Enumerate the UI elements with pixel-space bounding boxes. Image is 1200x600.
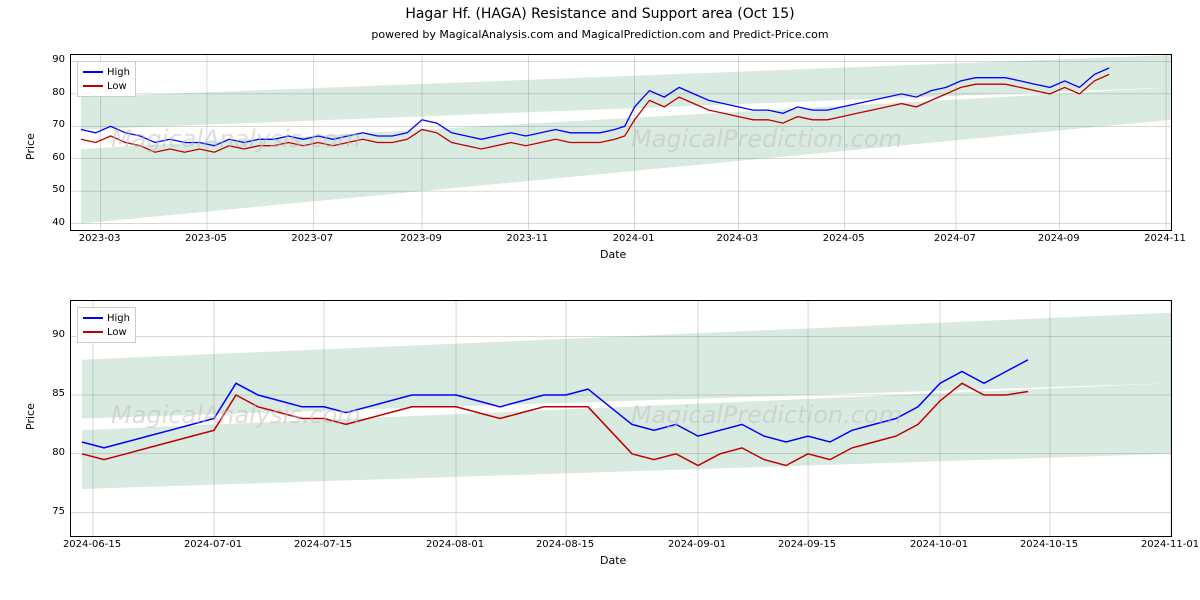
chart-subtitle: powered by MagicalAnalysis.com and Magic… [0,28,1200,41]
x-tick-label: 2024-06-15 [62,539,122,550]
x-tick-label: 2024-08-15 [535,539,595,550]
x-tick-label: 2024-07 [925,233,985,244]
y-tick-label: 60 [25,152,65,163]
x-tick-label: 2023-05 [176,233,236,244]
x-axis-label: Date [600,554,626,567]
x-tick-label: 2024-10-01 [909,539,969,550]
x-tick-label: 2024-09 [1029,233,1089,244]
legend-swatch [83,71,103,73]
legend-label: Low [107,81,127,92]
y-tick-label: 90 [25,54,65,65]
x-tick-label: 2024-08-01 [425,539,485,550]
x-tick-label: 2024-03 [707,233,767,244]
legend: High Low [77,61,136,97]
y-axis-label: Price [24,403,37,430]
x-tick-label: 2024-09-15 [777,539,837,550]
top-subplot: MagicalAnalysis.com MagicalPrediction.co… [70,54,1172,231]
x-tick-label: 2023-03 [70,233,130,244]
legend-item-low: Low [83,325,130,339]
x-tick-label: 2024-01 [604,233,664,244]
x-tick-label: 2023-07 [282,233,342,244]
legend-label: High [107,67,130,78]
y-tick-label: 90 [25,329,65,340]
y-tick-label: 70 [25,119,65,130]
y-tick-label: 40 [25,217,65,228]
x-tick-label: 2024-05 [814,233,874,244]
legend-swatch [83,317,103,319]
figure: Hagar Hf. (HAGA) Resistance and Support … [0,0,1200,600]
x-tick-label: 2024-11-01 [1140,539,1200,550]
y-tick-label: 75 [25,506,65,517]
y-tick-label: 50 [25,184,65,195]
legend-item-high: High [83,311,130,325]
legend-label: High [107,313,130,324]
y-tick-label: 85 [25,388,65,399]
legend-swatch [83,85,103,87]
bottom-subplot: MagicalAnalysis.com MagicalPrediction.co… [70,300,1172,537]
x-axis-label: Date [600,248,626,261]
legend-item-low: Low [83,79,130,93]
legend-label: Low [107,327,127,338]
y-tick-label: 80 [25,447,65,458]
legend-swatch [83,331,103,333]
x-tick-label: 2024-07-01 [183,539,243,550]
x-tick-label: 2024-10-15 [1019,539,1079,550]
chart-title: Hagar Hf. (HAGA) Resistance and Support … [0,6,1200,22]
x-tick-label: 2023-11 [497,233,557,244]
legend: High Low [77,307,136,343]
top-plot-area [71,55,1171,230]
x-tick-label: 2024-09-01 [667,539,727,550]
x-tick-label: 2024-07-15 [293,539,353,550]
y-tick-label: 80 [25,87,65,98]
x-tick-label: 2024-11 [1135,233,1195,244]
x-tick-label: 2023-09 [391,233,451,244]
bottom-plot-area [71,301,1171,536]
legend-item-high: High [83,65,130,79]
